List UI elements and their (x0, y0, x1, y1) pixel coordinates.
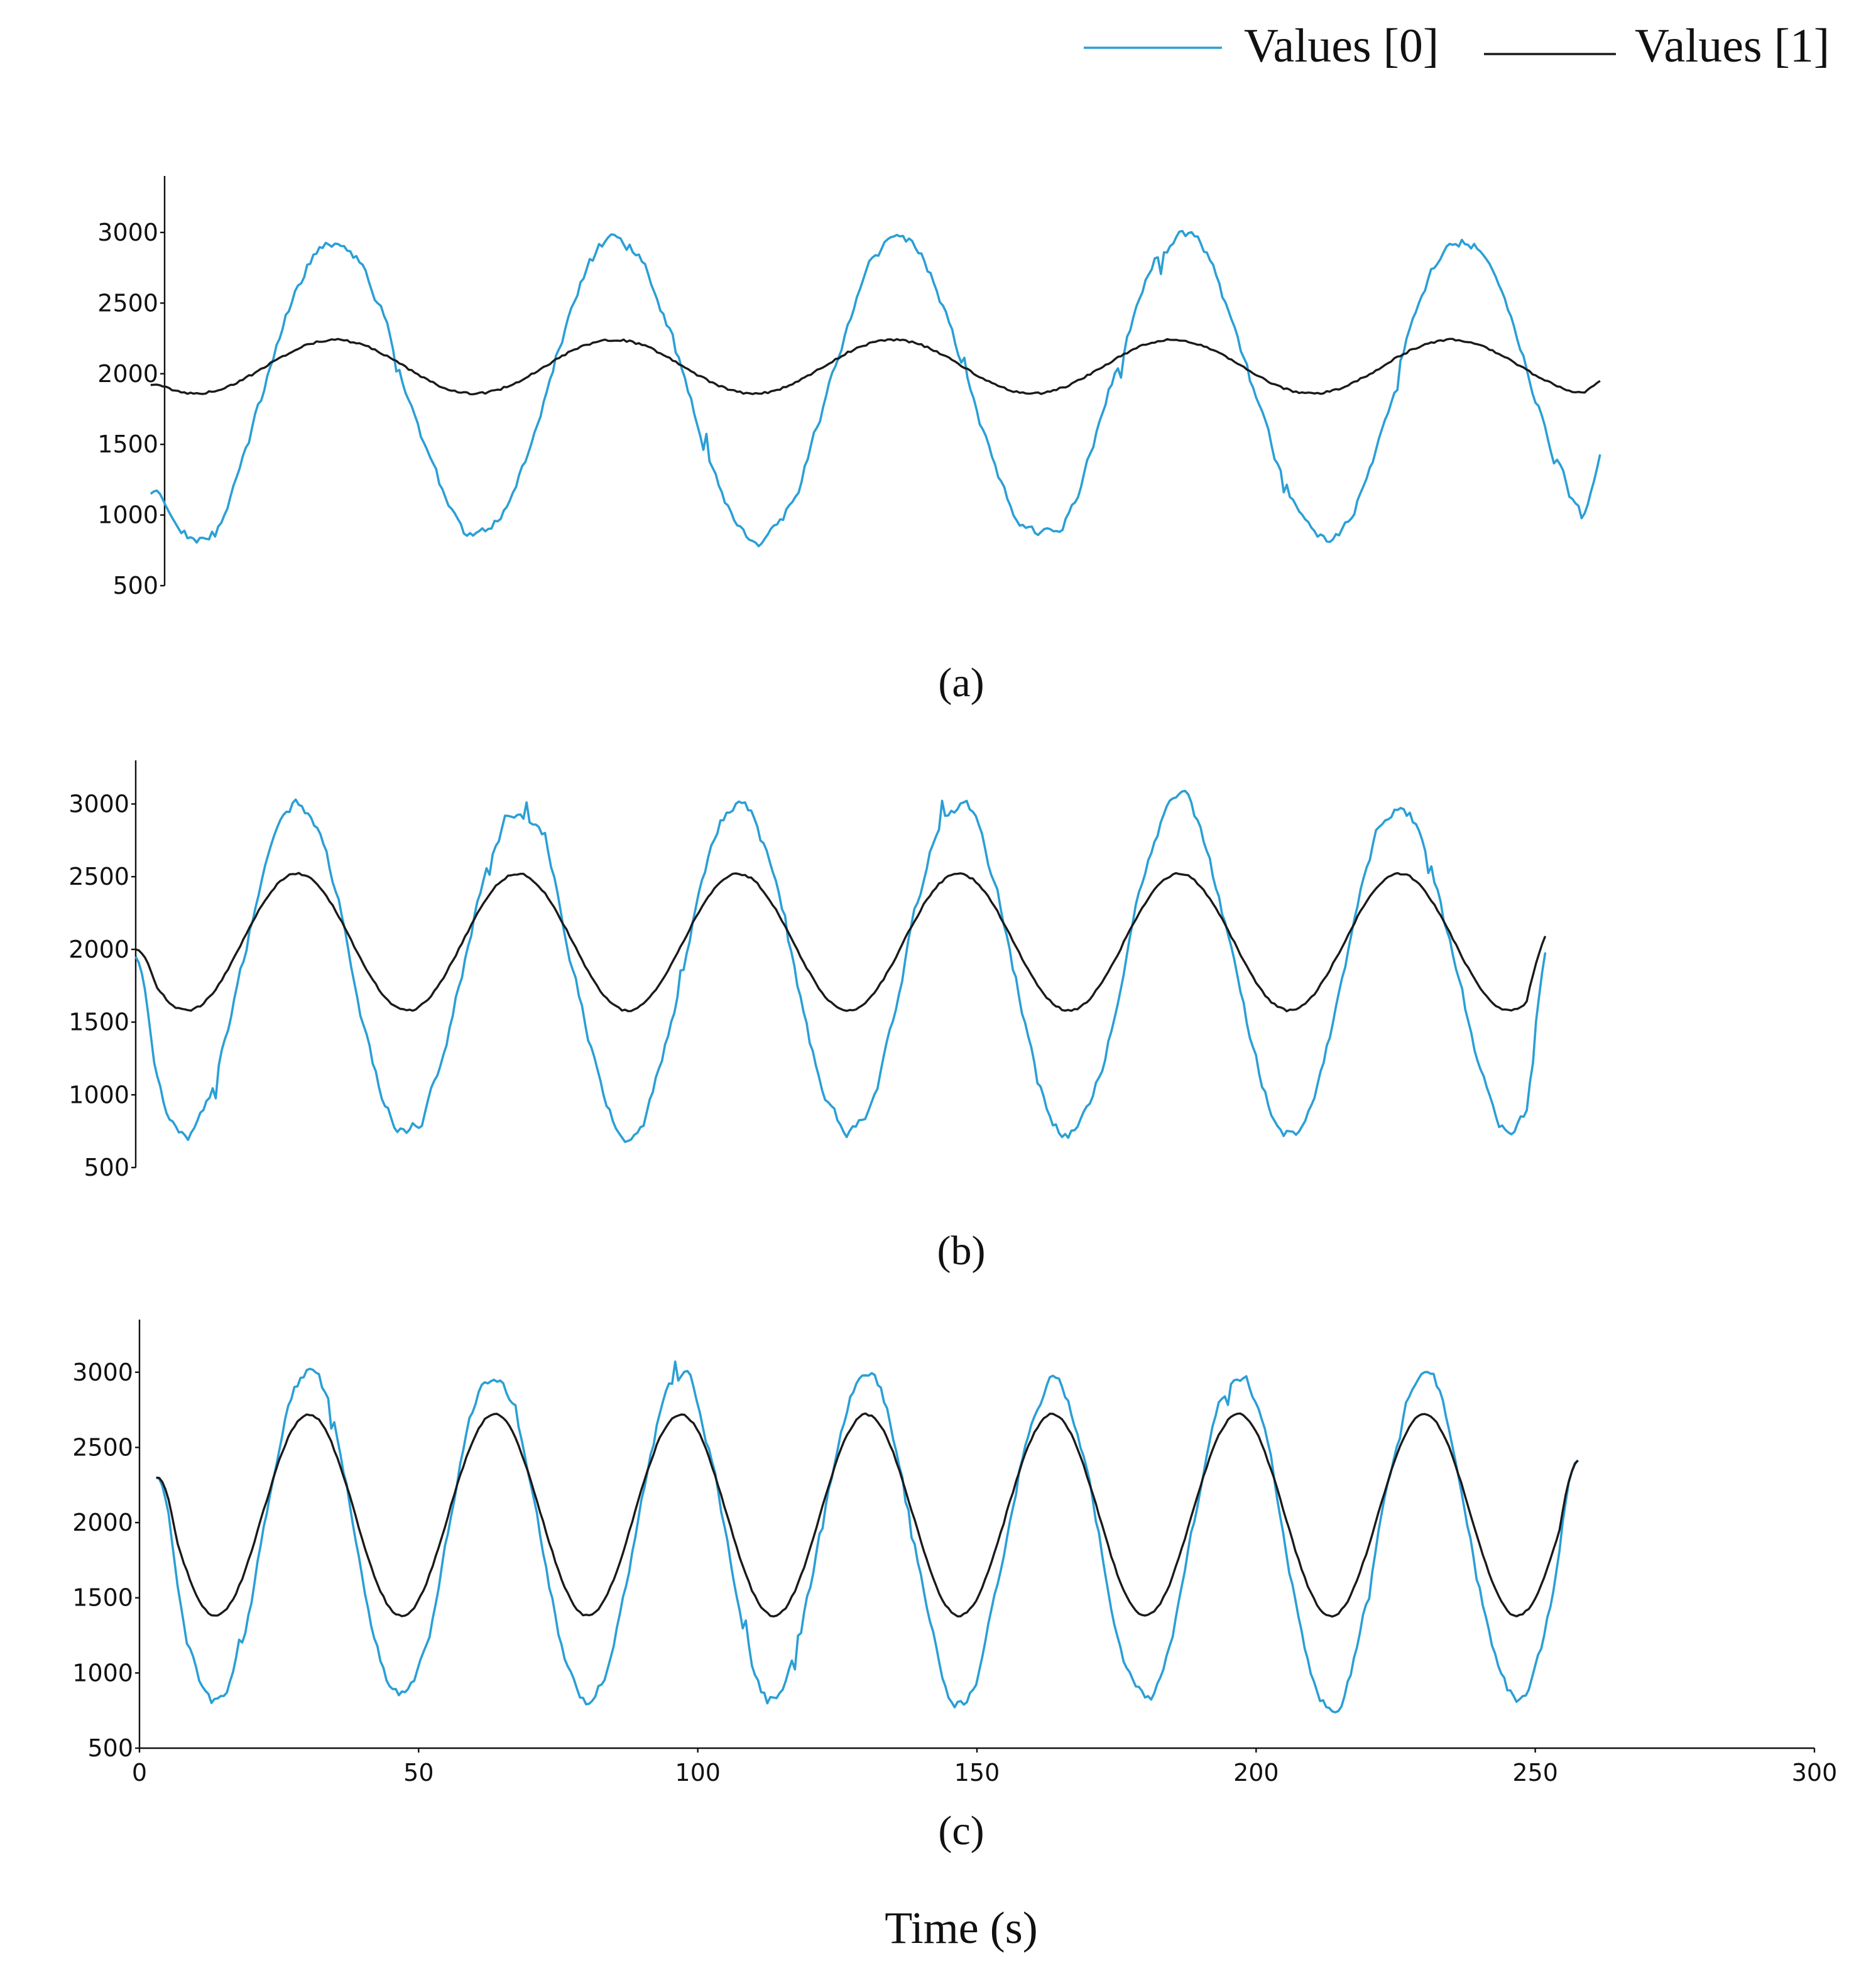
panel-b-y-tick-label: 2000 (68, 936, 129, 963)
panel-c-y-tick-label: 3000 (72, 1359, 133, 1386)
panel-c-x-tick-label: 50 (403, 1759, 434, 1786)
panel-b-y-tick-label: 1500 (68, 1009, 129, 1036)
panel-c-x-tick-label: 100 (675, 1759, 721, 1786)
panel-b-y-tick-label: 3000 (68, 790, 129, 818)
panel-a-y-tick-label: 1000 (97, 501, 158, 529)
panel-c-x-tick-label: 150 (954, 1759, 1000, 1786)
panel-a-y-tick-label: 500 (112, 572, 158, 599)
panel-a-y-axis: 500 1000 1500 2000 2500 3000 (97, 176, 166, 599)
panel-c-y-tick-label: 500 (87, 1734, 133, 1762)
panel-b: 500 1000 1500 2000 2500 3000 (b) (68, 760, 1547, 1274)
panel-c-x-tick-label: 300 (1792, 1759, 1838, 1786)
panel-b-series-values-0 (134, 789, 1547, 1143)
panel-a-series (150, 229, 1601, 547)
legend: Values [0] Values [1] (1084, 19, 1830, 72)
panel-c-x-tick-label: 250 (1512, 1759, 1558, 1786)
panel-c-series-values-0 (156, 1360, 1579, 1714)
panel-a-label: (a) (938, 660, 984, 706)
panel-c-y-tick-label: 1000 (72, 1659, 133, 1687)
panel-a-y-tick-label: 2000 (97, 360, 158, 388)
panel-c-series (156, 1360, 1579, 1714)
panel-b-y-tick-label: 1000 (68, 1081, 129, 1108)
panel-c-y-axis: 500 1000 1500 2000 2500 3000 (72, 1320, 141, 1762)
panel-a-series-values-0 (150, 229, 1601, 547)
legend-label-values-1: Values [1] (1635, 19, 1830, 72)
panel-c-y-tick-label: 2500 (72, 1433, 133, 1461)
panel-c-x-tick-label: 200 (1233, 1759, 1279, 1786)
panel-a-y-tick-label: 3000 (97, 219, 158, 246)
panel-a: 500 1000 1500 2000 2500 3000 (a) (97, 176, 1601, 706)
panel-b-y-tick-label: 2500 (68, 863, 129, 890)
panel-c-x-tick-label: 0 (132, 1759, 147, 1786)
panel-b-series (134, 789, 1547, 1143)
panel-a-series-values-1 (150, 337, 1601, 396)
panel-c: 500 1000 1500 2000 2500 3000 0 50 100 150 200 250 3… (72, 1320, 1837, 1854)
panel-c-label: (c) (938, 1808, 984, 1854)
panel-b-y-tick-label: 500 (84, 1154, 129, 1181)
panel-b-y-axis: 500 1000 1500 2000 2500 3000 (68, 760, 137, 1181)
x-axis-title: Time (s) (885, 1903, 1037, 1953)
panel-a-y-tick-label: 2500 (97, 289, 158, 317)
panel-a-y-tick-label: 1500 (97, 430, 158, 458)
panel-c-series-values-1 (156, 1412, 1579, 1618)
panel-c-y-tick-label: 2000 (72, 1509, 133, 1536)
legend-label-values-0: Values [0] (1244, 19, 1439, 72)
panel-b-label: (b) (937, 1228, 986, 1274)
panel-c-x-axis: 0 50 100 150 200 250 300 (132, 1747, 1838, 1786)
panel-b-series-values-1 (135, 872, 1547, 1012)
panel-c-y-tick-label: 1500 (72, 1584, 133, 1612)
